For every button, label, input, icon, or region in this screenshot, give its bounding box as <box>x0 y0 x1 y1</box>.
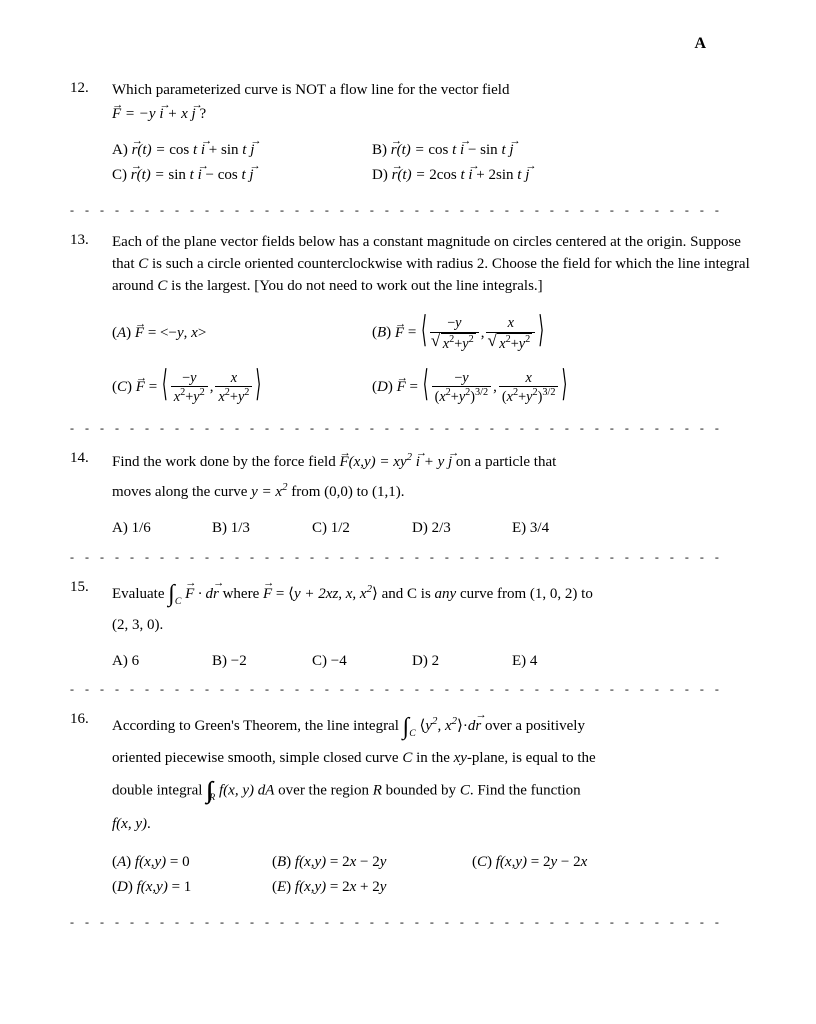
q15-choice-d: D) 2 <box>412 651 512 673</box>
q14-number: 14. <box>70 450 112 539</box>
q15-choice-a: A) 6 <box>112 651 212 673</box>
q13-choices: (A) F = <−y, x> (B) F = −yx2+y2 , xx2+y2… <box>112 315 756 405</box>
q16-line3: double integral ∫∫R f(x, y) dA over the … <box>112 775 756 807</box>
q16-choices: (A) f(x,y) = 0 (B) f(x,y) = 2x − 2y (C) … <box>112 852 756 900</box>
q13-choice-c: (C) F = −yx2+y2 , xx2+y2 <box>112 370 372 406</box>
divider-16: - - - - - - - - - - - - - - - - - - - - … <box>70 915 756 930</box>
q15-choices: A) 6 B) −2 C) −4 D) 2 E) 4 <box>112 651 756 673</box>
q12-math: F = −y i + x j ? <box>112 104 756 126</box>
page-marker: A <box>694 35 706 53</box>
q13-choice-a: (A) F = <−y, x> <box>112 323 372 345</box>
q14-body: Find the work done by the force field F(… <box>112 450 756 539</box>
q15-prompt: Evaluate ∫C F · dr where F = y + 2xz, x,… <box>112 579 756 611</box>
divider-15: - - - - - - - - - - - - - - - - - - - - … <box>70 682 756 697</box>
question-16: 16. According to Green's Theorem, the li… <box>70 711 756 905</box>
divider-13: - - - - - - - - - - - - - - - - - - - - … <box>70 421 756 436</box>
q15-to: (2, 3, 0). <box>112 615 756 637</box>
q15-choice-c: C) −4 <box>312 651 412 673</box>
questions-container: 12. Which parameterized curve is NOT a f… <box>70 80 756 930</box>
q15-body: Evaluate ∫C F · dr where F = y + 2xz, x,… <box>112 579 756 673</box>
q15-choice-e: E) 4 <box>512 651 612 673</box>
q12-choice-c: C) r(t) = sin t i − cos t j <box>112 165 372 187</box>
q12-prompt: Which parameterized curve is NOT a flow … <box>112 80 756 102</box>
q15-number: 15. <box>70 579 112 673</box>
question-15: 15. Evaluate ∫C F · dr where F = y + 2xz… <box>70 579 756 673</box>
q12-choice-b: B) r(t) = cos t i − sin t j <box>372 140 632 162</box>
q13-choice-d: (D) F = −y(x2+y2)3/2 , x(x2+y2)3/2 <box>372 370 568 406</box>
q14-choice-c: C) 1/2 <box>312 518 412 540</box>
divider-14: - - - - - - - - - - - - - - - - - - - - … <box>70 550 756 565</box>
q13-choice-b: (B) F = −yx2+y2 , xx2+y2 <box>372 315 545 352</box>
q14-choice-d: D) 2/3 <box>412 518 512 540</box>
q16-line2: oriented piecewise smooth, simple closed… <box>112 748 756 770</box>
q13-number: 13. <box>70 232 112 411</box>
q16-fxy: f(x, y). <box>112 814 756 836</box>
divider-12: - - - - - - - - - - - - - - - - - - - - … <box>70 203 756 218</box>
q16-choice-c: (C) f(x,y) = 2y − 2x <box>472 852 587 874</box>
q13-body: Each of the plane vector fields below ha… <box>112 232 756 411</box>
q16-choice-d: (D) f(x,y) = 1 <box>112 877 272 899</box>
q12-choice-a: A) r(t) = cos t i + sin t j <box>112 140 372 162</box>
q12-choices: A) r(t) = cos t i + sin t j B) r(t) = co… <box>112 140 756 188</box>
q14-choice-a: A) 1/6 <box>112 518 212 540</box>
q12-number: 12. <box>70 80 112 193</box>
q12-choice-d: D) r(t) = 2cos t i + 2sin t j <box>372 165 632 187</box>
q16-choice-e: (E) f(x,y) = 2x + 2y <box>272 877 386 899</box>
q14-prompt: Find the work done by the force field F(… <box>112 450 756 474</box>
q16-choice-a: (A) f(x,y) = 0 <box>112 852 272 874</box>
q12-body: Which parameterized curve is NOT a flow … <box>112 80 756 193</box>
question-13: 13. Each of the plane vector fields belo… <box>70 232 756 411</box>
q16-number: 16. <box>70 711 112 905</box>
q16-line1: According to Green's Theorem, the line i… <box>112 711 756 743</box>
q16-choice-b: (B) f(x,y) = 2x − 2y <box>272 852 472 874</box>
q15-choice-b: B) −2 <box>212 651 312 673</box>
q14-choices: A) 1/6 B) 1/3 C) 1/2 D) 2/3 E) 3/4 <box>112 518 756 540</box>
question-14: 14. Find the work done by the force fiel… <box>70 450 756 539</box>
q14-line2: moves along the curve y = x2 from (0,0) … <box>112 480 756 504</box>
question-12: 12. Which parameterized curve is NOT a f… <box>70 80 756 193</box>
q13-prompt: Each of the plane vector fields below ha… <box>112 232 756 297</box>
q14-choice-b: B) 1/3 <box>212 518 312 540</box>
q14-choice-e: E) 3/4 <box>512 518 612 540</box>
q16-body: According to Green's Theorem, the line i… <box>112 711 756 905</box>
